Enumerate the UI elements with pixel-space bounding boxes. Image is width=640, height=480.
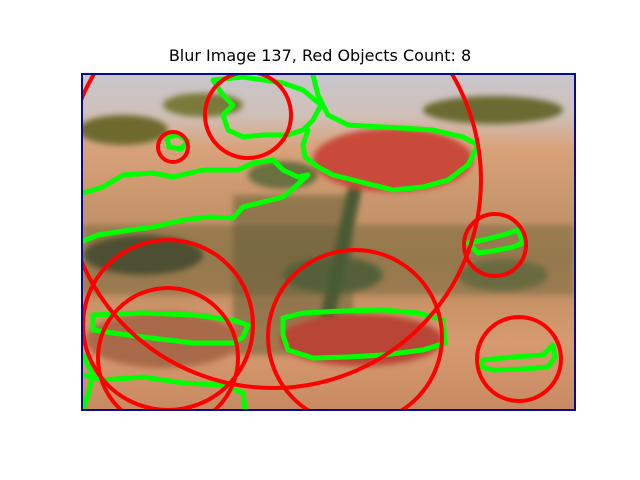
- annotated-image: [83, 75, 574, 409]
- detection-circle: [83, 75, 483, 390]
- detection-circle: [83, 238, 255, 409]
- plot-title: Blur Image 137, Red Objects Count: 8: [168, 46, 472, 65]
- contour: [164, 132, 191, 152]
- detection-circle: [156, 130, 190, 164]
- leaf: [163, 93, 243, 117]
- contour: [280, 307, 448, 361]
- detection-circle: [203, 75, 293, 160]
- detection-circle: [462, 212, 528, 278]
- fruit: [313, 128, 473, 192]
- contour: [300, 75, 481, 193]
- red-detection-circles: [83, 75, 563, 409]
- contour: [83, 157, 311, 244]
- image-axes: [81, 73, 576, 411]
- leaf: [83, 235, 203, 275]
- detection-circle: [96, 286, 240, 409]
- contour: [478, 342, 558, 373]
- leaf: [423, 96, 563, 124]
- contour: [83, 352, 96, 409]
- leaf: [83, 115, 168, 145]
- detection-circle: [266, 248, 444, 409]
- contour: [90, 310, 251, 346]
- green-contours: [83, 75, 558, 409]
- contour: [465, 227, 526, 256]
- detection-circle: [475, 315, 563, 403]
